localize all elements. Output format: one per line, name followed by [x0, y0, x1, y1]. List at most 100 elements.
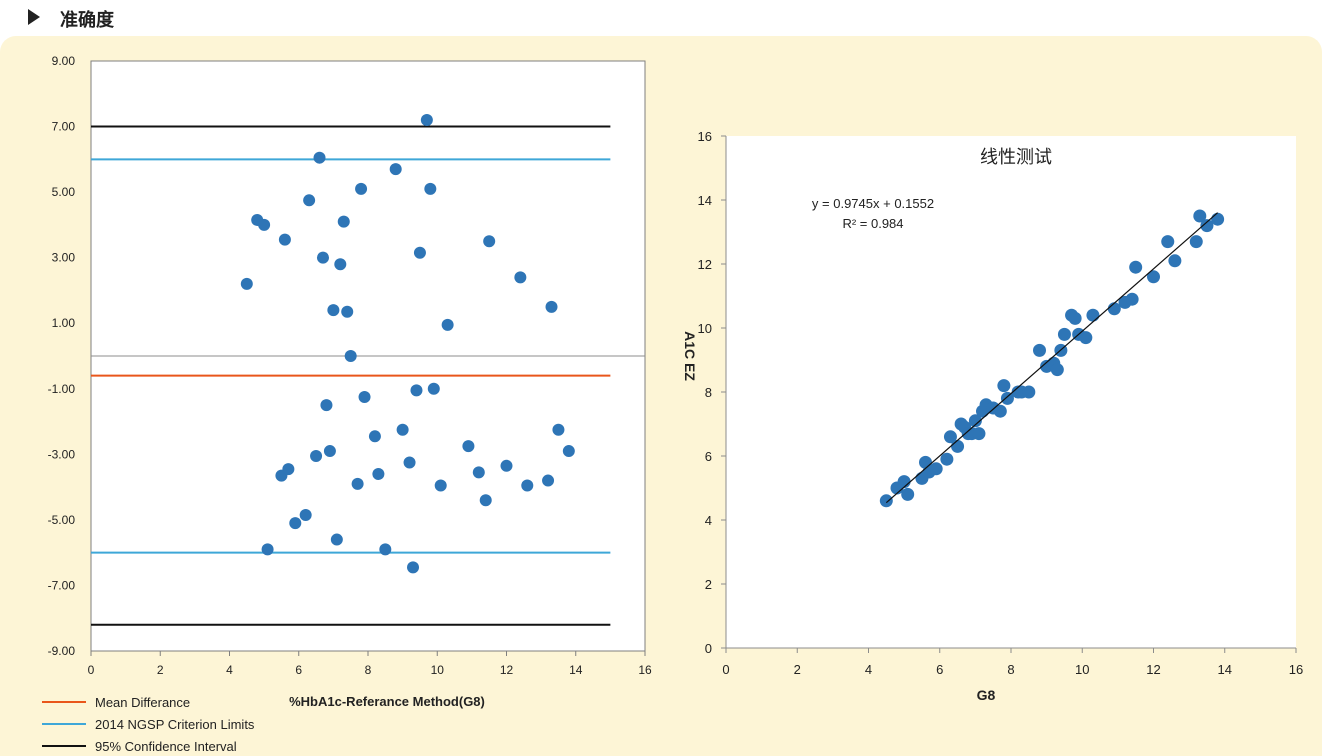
x-axis-title: %HbA1c-Referance Method(G8): [289, 694, 485, 709]
y-tick-label: -7.00: [48, 578, 76, 592]
data-point: [410, 384, 423, 397]
data-point: [282, 463, 295, 476]
data-point: [1033, 343, 1046, 357]
data-point: [1129, 260, 1143, 274]
y-tick-label: 7.00: [52, 120, 76, 134]
y-tick-label: -1.00: [48, 382, 76, 396]
y-tick-label: -3.00: [48, 447, 76, 461]
data-point: [951, 439, 965, 453]
data-point: [313, 151, 326, 164]
y-tick-label: 1.00: [52, 316, 76, 330]
data-point: [1161, 235, 1175, 249]
data-point: [1057, 327, 1071, 341]
data-point: [424, 182, 437, 195]
data-point: [1068, 311, 1082, 325]
x-tick-label: 12: [1146, 662, 1160, 677]
legend-label: 95% Confidence Interval: [95, 739, 237, 754]
data-point: [472, 466, 485, 479]
data-point: [462, 440, 475, 453]
data-point: [441, 318, 454, 331]
trendline: [885, 212, 1219, 504]
data-point: [341, 305, 354, 318]
y-tick-label: 5.00: [52, 185, 76, 199]
data-point: [993, 404, 1007, 418]
data-point: [413, 246, 426, 259]
x-tick-label: 6: [936, 662, 943, 677]
data-point: [330, 533, 343, 546]
legend-label: Mean Differance: [95, 695, 190, 710]
data-point: [897, 475, 911, 489]
legend-label: 2014 NGSP Criterion Limits: [95, 717, 255, 732]
data-point: [261, 543, 274, 556]
data-point: [483, 235, 496, 248]
x-tick-label: 8: [365, 663, 372, 677]
data-point: [379, 543, 392, 556]
data-point: [351, 477, 364, 490]
x-tick-label: 6: [295, 663, 302, 677]
data-point: [372, 468, 385, 480]
y-tick-label: 0: [705, 641, 712, 656]
trendline-equation: y = 0.9745x + 0.1552: [812, 196, 934, 211]
data-point: [299, 508, 312, 521]
chart-title: 线性测试: [980, 147, 1052, 167]
x-tick-label: 0: [722, 662, 729, 677]
data-point: [320, 399, 333, 412]
data-point: [420, 114, 433, 126]
data-point: [258, 218, 271, 231]
y-tick-label: -9.00: [48, 644, 76, 658]
data-point: [289, 517, 302, 530]
x-tick-label: 10: [1075, 662, 1089, 677]
data-point: [355, 182, 368, 195]
y-tick-label: -5.00: [48, 513, 76, 527]
y-tick-label: 8: [705, 385, 712, 400]
data-point: [278, 233, 291, 246]
y-tick-label: 10: [698, 321, 712, 336]
x-tick-label: 8: [1007, 662, 1014, 677]
x-tick-label: 16: [638, 663, 652, 677]
y-tick-label: 16: [698, 129, 712, 144]
data-point: [940, 452, 954, 466]
data-point: [479, 494, 492, 507]
y-axis-title: A1C EZ: [682, 331, 698, 381]
data-point: [943, 430, 957, 444]
x-tick-label: 14: [1218, 662, 1232, 677]
data-point: [1079, 331, 1093, 345]
x-tick-label: 0: [88, 663, 95, 677]
y-tick-label: 14: [698, 193, 712, 208]
x-tick-label: 4: [865, 662, 872, 677]
x-tick-label: 14: [569, 663, 583, 677]
y-tick-label: 2: [705, 577, 712, 592]
data-point: [972, 427, 986, 441]
x-tick-label: 12: [500, 663, 514, 677]
y-tick-label: 4: [705, 513, 712, 528]
x-tick-label: 10: [431, 663, 445, 677]
data-point: [396, 423, 409, 436]
data-point: [542, 474, 555, 487]
data-point: [334, 258, 347, 271]
data-point: [1125, 292, 1139, 306]
data-point: [552, 423, 565, 436]
data-point: [427, 382, 440, 395]
r-squared-label: R² = 0.984: [842, 216, 903, 231]
data-point: [929, 462, 943, 476]
x-tick-label: 4: [226, 663, 233, 677]
bland-altman-chart: 9.00 7.00 5.00 3.00 1.00 -1.00 -3.00 -5.00 -7.00…: [42, 54, 652, 754]
data-point: [240, 277, 253, 290]
data-point: [997, 379, 1011, 393]
x-tick-label: 2: [157, 663, 164, 677]
section-header: 准确度: [0, 0, 1322, 36]
data-point: [337, 215, 350, 228]
data-point: [368, 430, 381, 443]
data-point: [403, 456, 416, 469]
data-point: [316, 251, 329, 264]
data-point: [1189, 235, 1203, 249]
data-point: [1022, 385, 1036, 399]
triangle-right-icon: [28, 9, 40, 25]
y-tick-label: 9.00: [52, 54, 76, 68]
data-point: [323, 445, 336, 458]
data-point: [500, 459, 513, 472]
y-tick-label: 3.00: [52, 251, 76, 265]
y-tick-label: 6: [705, 449, 712, 464]
data-point: [879, 494, 893, 508]
data-point: [407, 561, 420, 574]
